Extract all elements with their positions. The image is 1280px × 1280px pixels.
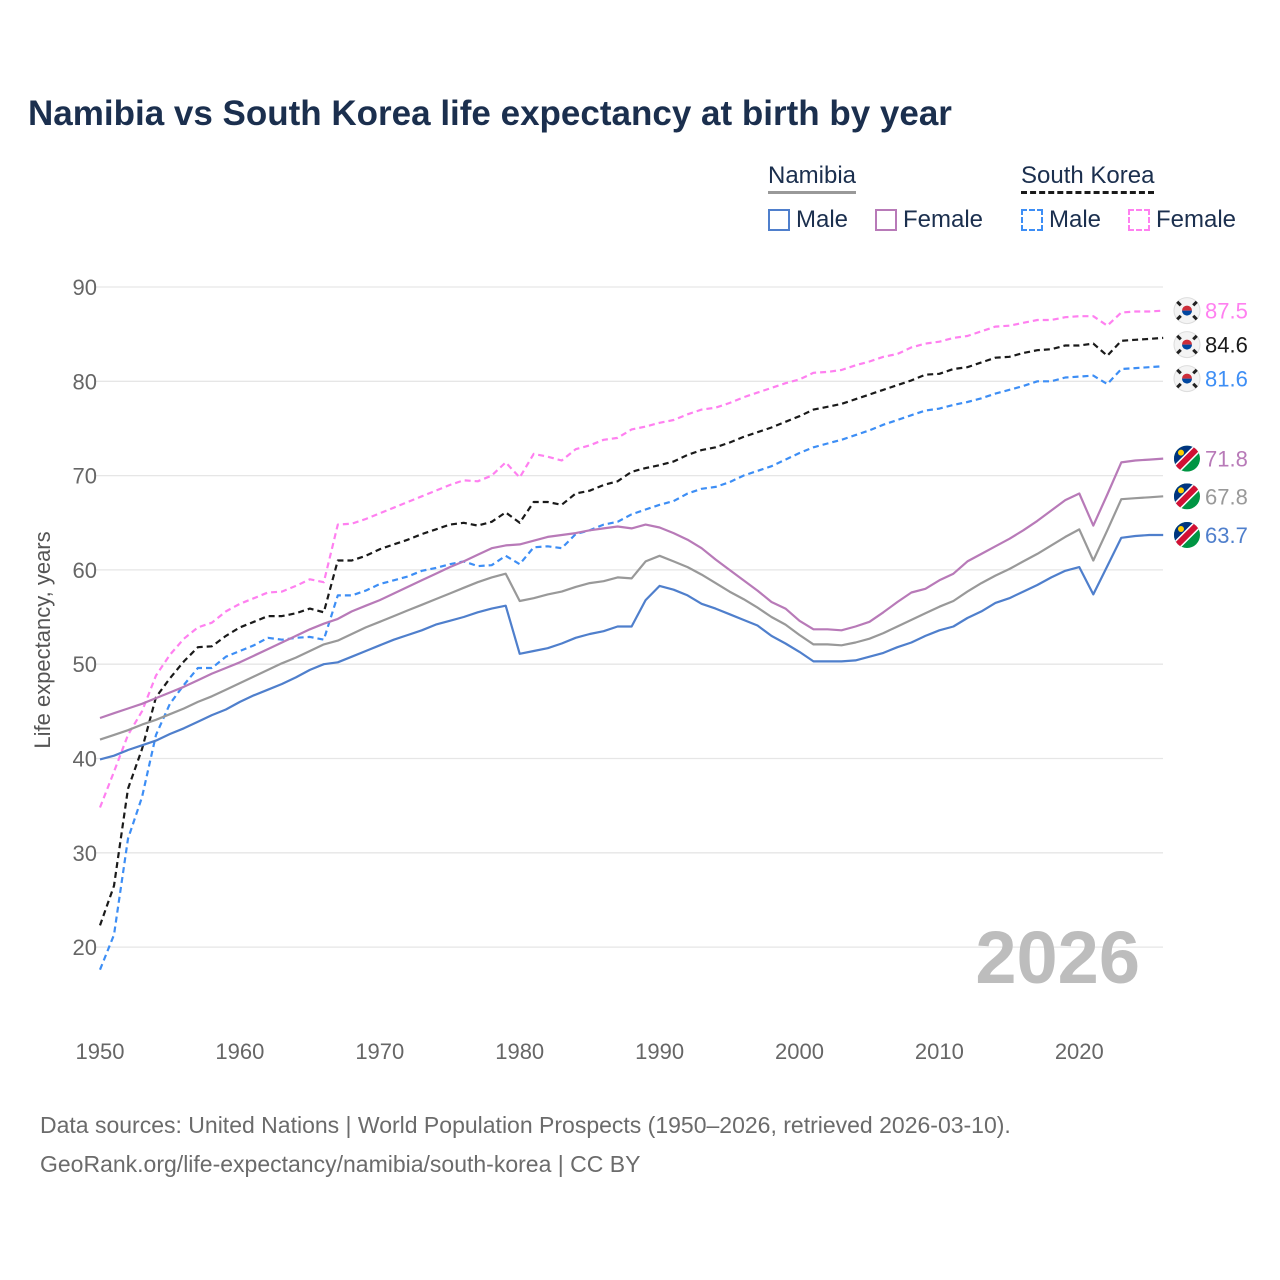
y-tick-label: 80 [73, 369, 97, 394]
south-korea-flag-icon [1173, 365, 1201, 393]
legend-label: Female [903, 206, 984, 233]
series-lines [98, 309, 1164, 971]
legend-south-korea-female[interactable]: Female [1128, 206, 1236, 234]
footer: Data sources: United Nations | World Pop… [40, 1106, 1011, 1184]
legend-south-korea-title: South Korea [1021, 162, 1155, 194]
namibia-flag-icon [1174, 483, 1200, 510]
y-tick-label: 70 [73, 464, 97, 489]
x-tick-label: 2000 [775, 1039, 824, 1064]
south-korea-flag-icon [1173, 331, 1201, 359]
end-value-label: 84.6 [1205, 333, 1248, 358]
legend-swatch [875, 209, 897, 231]
end-value-label: 81.6 [1205, 367, 1248, 392]
series-line-south-korea-male [98, 365, 1164, 971]
legend-label: Female [1156, 206, 1237, 233]
legend-south-korea-male[interactable]: Male [1021, 206, 1101, 234]
namibia-flag-icon [1174, 522, 1200, 549]
series-line-namibia-female [99, 457, 1164, 720]
x-tick-label: 2020 [1055, 1039, 1104, 1064]
namibia-flag-icon [1174, 445, 1200, 472]
series-line-namibia-male [99, 533, 1164, 761]
end-value-label: 87.5 [1205, 299, 1248, 324]
y-tick-label: 50 [73, 652, 97, 677]
legend-swatch [1128, 209, 1150, 231]
end-value-label: 63.7 [1205, 523, 1248, 548]
south-korea-flag-icon [1173, 297, 1201, 325]
legend-label: Male [796, 206, 849, 233]
y-axis-label: Life expectancy, years [30, 531, 55, 748]
y-tick-label: 90 [73, 275, 97, 300]
data-source-text: Data sources: United Nations | World Pop… [40, 1112, 1011, 1138]
x-tick-label: 1960 [215, 1039, 264, 1064]
x-tick-label: 1980 [495, 1039, 544, 1064]
series-line-south-korea [98, 336, 1164, 926]
y-tick-label: 20 [73, 935, 97, 960]
y-tick-label: 60 [73, 558, 97, 583]
legend-namibia-title: Namibia [768, 162, 857, 194]
end-value-label: 71.8 [1205, 447, 1248, 472]
y-tick-label: 40 [73, 747, 97, 772]
gridlines: 20 30 40 50 60 70 80 90 1950 1960 1970 1980 1990 2000… [73, 275, 1163, 1064]
x-tick-label: 1950 [76, 1039, 125, 1064]
end-value-label: 67.8 [1205, 484, 1248, 509]
legend-swatch [1021, 209, 1043, 231]
series-line-namibia [99, 495, 1164, 741]
legend-label: Male [1049, 206, 1102, 233]
end-labels: 87.5 84.6 81.6 71.8 67.8 63.7 [1173, 297, 1248, 549]
legend-swatch [768, 209, 790, 231]
x-tick-label: 1970 [355, 1039, 404, 1064]
attribution-text: GeoRank.org/life-expectancy/namibia/sout… [40, 1151, 641, 1177]
series-line-south-korea-female [98, 309, 1164, 808]
x-tick-label: 1990 [635, 1039, 684, 1064]
legend-namibia-male[interactable]: Male [768, 206, 848, 234]
chart-title: Namibia vs South Korea life expectancy a… [28, 94, 952, 133]
year-watermark: 2026 [975, 916, 1140, 999]
legend-namibia-female[interactable]: Female [875, 206, 983, 234]
x-tick-label: 2010 [915, 1039, 964, 1064]
y-tick-label: 30 [73, 841, 97, 866]
